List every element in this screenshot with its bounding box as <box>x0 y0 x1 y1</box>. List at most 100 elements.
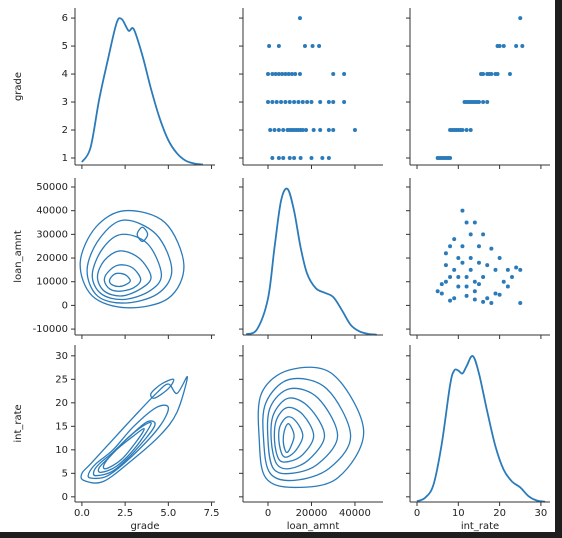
x-tick-label: 0.0 <box>74 508 90 519</box>
scatter-point <box>460 260 465 265</box>
scatter-point <box>293 72 298 77</box>
scatter-point <box>472 220 477 225</box>
x-tick-label: 10 <box>452 508 465 519</box>
scatter-point <box>331 128 336 133</box>
y-tick-label: 0 <box>62 300 68 311</box>
scatter-point <box>270 100 275 105</box>
contour-line <box>91 233 163 301</box>
x-tick-label: 0 <box>414 508 420 519</box>
scatter-point <box>274 100 279 105</box>
scatter-point <box>460 208 465 213</box>
y-tick-label: 15 <box>55 421 68 432</box>
y-tick-label: 4 <box>62 69 68 80</box>
scatter-point <box>497 292 502 297</box>
scatter-point <box>296 100 301 105</box>
x-tick-label: 2.5 <box>117 508 133 519</box>
kde-curve <box>81 17 204 166</box>
scatter-point <box>298 156 303 161</box>
y-tick-label: 30000 <box>36 229 68 240</box>
x-tick-label: 5.0 <box>160 508 176 519</box>
scatter-point <box>495 72 500 77</box>
scatter-point <box>292 156 297 161</box>
scatter-point <box>460 244 465 249</box>
scatter-point <box>276 156 281 161</box>
scatter-point <box>518 301 523 306</box>
scatter-point <box>472 279 477 284</box>
scatter-point <box>448 298 453 303</box>
scatter-point <box>331 100 336 105</box>
contour-line <box>282 423 295 454</box>
scatter-point <box>266 100 270 105</box>
scatter-point <box>311 128 316 133</box>
y-tick-label: 20 <box>55 398 68 409</box>
scatter-point <box>514 44 519 49</box>
scatter-point <box>342 100 347 105</box>
scatter-point <box>489 301 494 306</box>
scatter-point <box>518 267 523 272</box>
scatter-point <box>305 100 310 105</box>
scatter-point <box>497 256 502 261</box>
contour-line <box>86 219 173 304</box>
y-tick-label: 20000 <box>36 253 68 264</box>
scatter-point <box>326 100 331 105</box>
scatter-point <box>472 297 477 302</box>
y-tick-label: 10 <box>55 445 68 456</box>
y-tick-label: 0 <box>62 492 68 503</box>
scatter-point <box>279 100 284 105</box>
scatter-point <box>493 267 498 272</box>
scatter-point <box>297 16 302 21</box>
contour-line <box>97 421 152 474</box>
scatter-point <box>443 279 448 284</box>
contour-line <box>262 377 352 482</box>
contour-line <box>96 250 152 297</box>
scatter-point <box>287 100 292 105</box>
scatter-point <box>283 100 288 105</box>
scatter-point <box>468 128 473 133</box>
kde-curve <box>245 187 377 336</box>
contour-line <box>87 404 170 480</box>
y-tick-label: 2 <box>62 125 68 136</box>
scatter-point <box>276 72 281 77</box>
scatter-point <box>287 156 292 161</box>
scatter-point <box>520 44 525 49</box>
scatter-point <box>514 265 519 270</box>
scatter-point <box>464 284 469 289</box>
contour-line <box>79 209 185 309</box>
x-tick-label: 0 <box>265 508 271 519</box>
scatter-point <box>331 72 336 77</box>
scatter-point <box>448 274 453 279</box>
scatter-point <box>489 72 494 77</box>
x-axis-label: grade <box>130 521 159 532</box>
scatter-point <box>476 100 481 105</box>
scatter-point <box>468 232 473 237</box>
contour-line <box>102 427 145 470</box>
scatter-point <box>464 220 469 225</box>
scatter-point <box>456 256 461 261</box>
scatter-point <box>505 267 510 272</box>
scatter-point <box>456 274 461 279</box>
contour-line <box>92 420 156 477</box>
scatter-point <box>452 237 457 242</box>
scatter-point <box>281 156 286 161</box>
scatter-point <box>272 128 277 133</box>
x-tick-label: 30 <box>535 508 548 519</box>
y-tick-label: 40000 <box>36 206 68 217</box>
scatter-point <box>326 128 331 133</box>
scatter-point <box>273 72 278 77</box>
scatter-point <box>472 289 477 294</box>
scatter-point <box>270 156 275 161</box>
scatter-point <box>342 72 347 77</box>
scatter-point <box>280 72 285 77</box>
y-tick-label: 5 <box>62 41 68 52</box>
scatter-point <box>448 244 453 249</box>
y-tick-label: 5 <box>62 468 68 479</box>
scatter-point <box>439 291 444 296</box>
contour-line <box>150 378 175 399</box>
x-tick-label: 20 <box>493 508 506 519</box>
scatter-point <box>489 246 494 251</box>
scatter-point <box>485 263 490 268</box>
scatter-point <box>485 296 490 301</box>
scatter-point <box>300 100 305 105</box>
contour-line <box>103 264 142 292</box>
